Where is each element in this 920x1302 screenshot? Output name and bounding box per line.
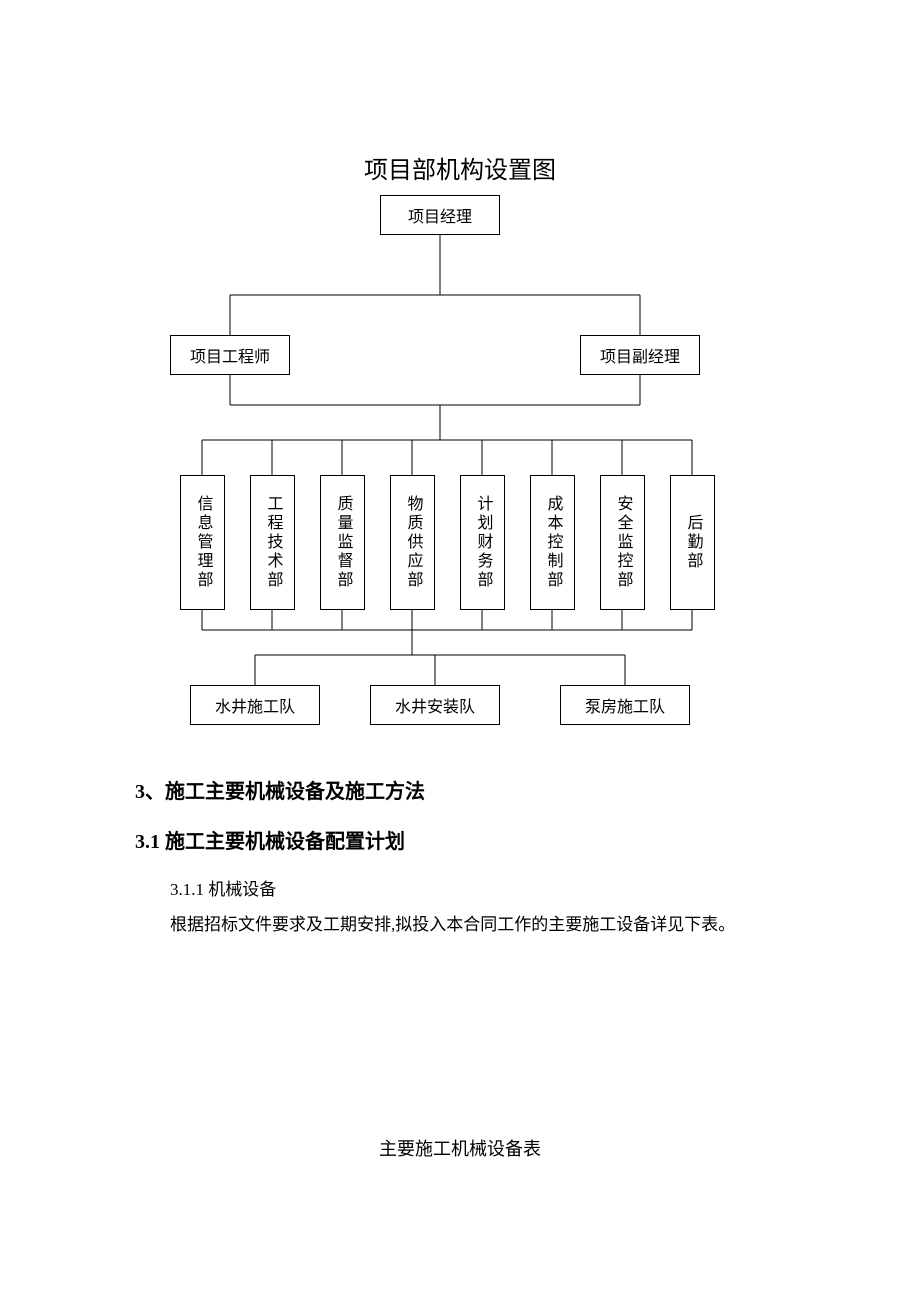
node-label: 质量监督部 (331, 495, 355, 590)
node-label: 信息管理部 (191, 495, 215, 590)
section-3-1-1-body: 根据招标文件要求及工期安排,拟投入本合同工作的主要施工设备详见下表。 (170, 910, 735, 935)
section-3-heading: 3、施工主要机械设备及施工方法 (135, 775, 425, 804)
equipment-table-title: 主要施工机械设备表 (0, 1135, 920, 1161)
node-label: 泵房施工队 (585, 693, 665, 717)
node-dept-finance: 计划财务部 (460, 475, 505, 610)
node-dept-tech: 工程技术部 (250, 475, 295, 610)
node-project-engineer: 项目工程师 (170, 335, 290, 375)
section-3-1-heading: 3.1 施工主要机械设备配置计划 (135, 825, 405, 854)
org-chart: 项目经理 项目工程师 项目副经理 信息管理部 工程技术部 质量监督部 物质供应部… (160, 195, 760, 755)
node-root: 项目经理 (380, 195, 500, 235)
node-dept-info: 信息管理部 (180, 475, 225, 610)
node-dept-supply: 物质供应部 (390, 475, 435, 610)
node-label: 安全监控部 (611, 495, 635, 590)
node-label: 成本控制部 (541, 495, 565, 590)
org-chart-title: 项目部机构设置图 (0, 150, 920, 185)
node-label: 计划财务部 (471, 495, 495, 590)
node-deputy-manager: 项目副经理 (580, 335, 700, 375)
node-team-well-construction: 水井施工队 (190, 685, 320, 725)
node-label: 工程技术部 (261, 495, 285, 590)
node-label: 水井安装队 (395, 693, 475, 717)
node-dept-safety: 安全监控部 (600, 475, 645, 610)
node-label: 项目经理 (408, 203, 472, 227)
section-3-1-1-heading: 3.1.1 机械设备 (170, 875, 276, 900)
node-label: 水井施工队 (215, 693, 295, 717)
node-team-pumphouse: 泵房施工队 (560, 685, 690, 725)
node-dept-cost: 成本控制部 (530, 475, 575, 610)
node-label: 项目工程师 (190, 343, 270, 367)
node-dept-logistics: 后勤部 (670, 475, 715, 610)
node-dept-quality: 质量监督部 (320, 475, 365, 610)
node-label: 物质供应部 (401, 495, 425, 590)
node-team-well-install: 水井安装队 (370, 685, 500, 725)
page: 项目部机构设置图 项目经理 项目工程师 项目副经理 信息管理部 工程技术部 质量… (0, 0, 920, 1302)
node-label: 后勤部 (681, 514, 705, 571)
node-label: 项目副经理 (600, 343, 680, 367)
